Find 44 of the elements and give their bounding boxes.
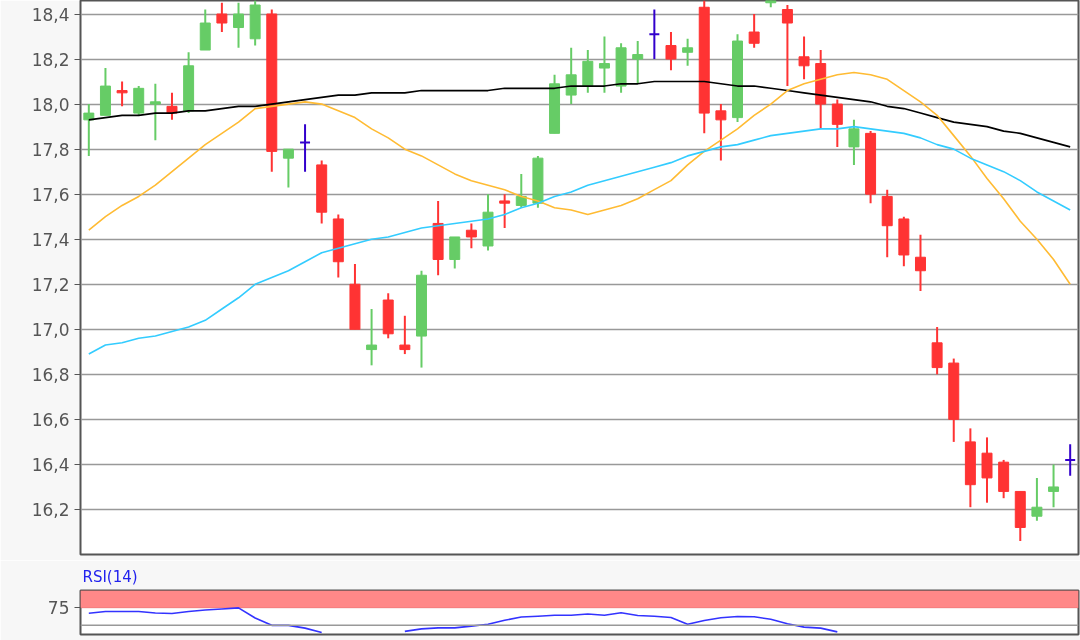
- y-tick-label: 16,4: [31, 454, 70, 475]
- candlestick: [798, 35, 810, 81]
- y-tick-label: 17,0: [31, 319, 70, 340]
- candlestick: [565, 46, 577, 106]
- candlestick: [1064, 443, 1077, 477]
- candlestick: [399, 314, 411, 356]
- candlestick: [499, 193, 511, 229]
- candlestick: [1048, 463, 1060, 509]
- y-tick-label: 18,2: [31, 49, 70, 70]
- candlestick: [233, 1, 245, 49]
- candlestick: [449, 235, 461, 270]
- candlestick: [116, 80, 128, 108]
- line-series: [88, 125, 1071, 355]
- line-series: [88, 71, 1071, 286]
- y-tick-label: 16,2: [31, 499, 70, 520]
- y-tick-label: 18,0: [31, 94, 70, 115]
- candlestick: [299, 123, 312, 173]
- candlestick: [748, 13, 760, 49]
- y-tick-label: 17,6: [31, 184, 70, 205]
- candlestick: [665, 31, 677, 72]
- y-tick-label: 17,8: [31, 139, 70, 160]
- chart-title: RSI(14): [82, 567, 138, 586]
- y-tick-label: 16,8: [31, 364, 70, 385]
- candlestick: [648, 8, 661, 61]
- candlestick: [848, 118, 860, 166]
- y-tick-label: 16,6: [31, 409, 70, 430]
- candlestick: [216, 1, 228, 34]
- candlestick: [282, 148, 294, 189]
- candlestick: [831, 98, 843, 148]
- candlestick: [366, 308, 378, 367]
- candlestick: [914, 233, 926, 293]
- candlestick: [632, 40, 644, 85]
- candlestick: [682, 37, 694, 67]
- candlestick: [1031, 476, 1043, 522]
- candlestick: [83, 103, 95, 157]
- candlestick: [715, 103, 727, 162]
- text: 75: [47, 598, 70, 619]
- y-tick-label: 17,2: [31, 274, 70, 295]
- candlestick: [598, 35, 610, 94]
- y-tick-label: 17,4: [31, 229, 70, 250]
- candlestick: [781, 4, 793, 88]
- candlestick: [149, 82, 161, 142]
- y-tick-label: 18,4: [31, 4, 70, 25]
- candlestick: [465, 222, 477, 250]
